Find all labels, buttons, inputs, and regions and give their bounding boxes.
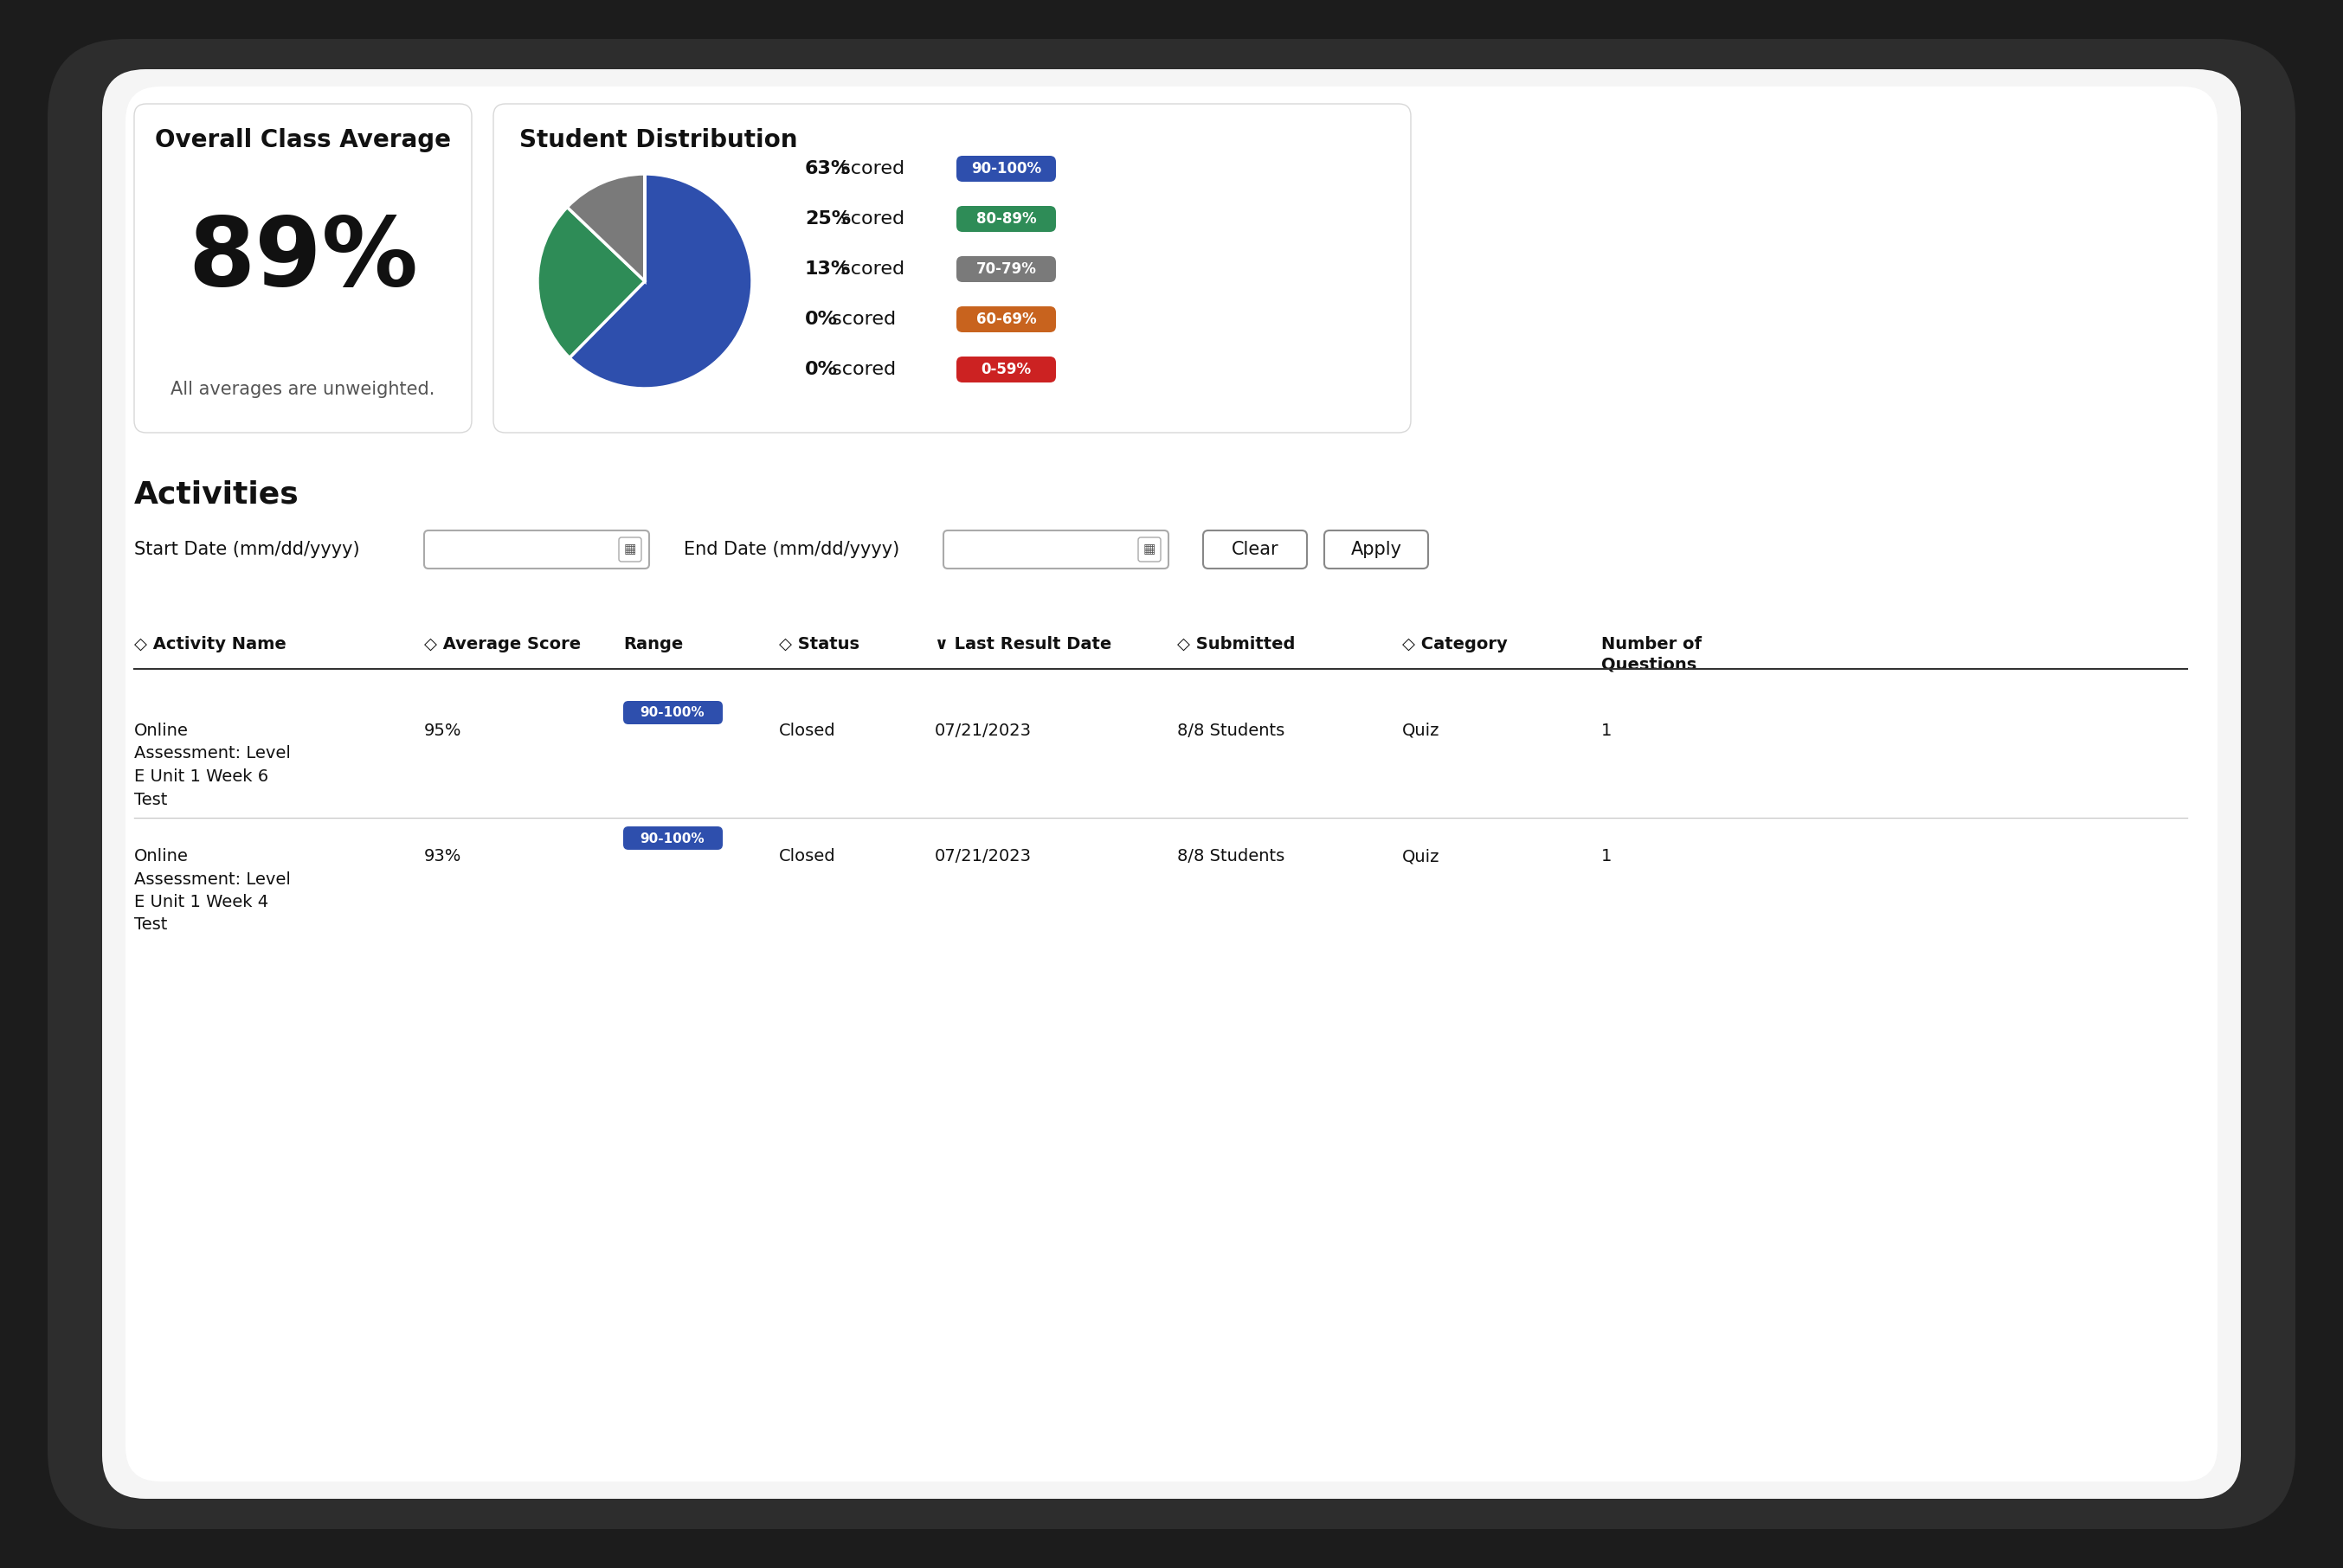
Text: Activities: Activities [134,480,300,510]
Text: Online
Assessment: Level
E Unit 1 Week 4
Test: Online Assessment: Level E Unit 1 Week 4… [134,848,291,933]
FancyBboxPatch shape [134,103,471,433]
Text: 0%: 0% [806,310,839,328]
FancyBboxPatch shape [956,356,1057,383]
Text: scored: scored [834,260,904,278]
Wedge shape [537,207,644,358]
Text: 90-100%: 90-100% [640,833,705,845]
Text: ∨ Last Result Date: ∨ Last Result Date [935,637,1111,652]
Text: 63%: 63% [806,160,851,177]
Text: scored: scored [825,310,895,328]
FancyBboxPatch shape [623,701,722,724]
FancyBboxPatch shape [956,256,1057,282]
Text: Number of
Questions: Number of Questions [1600,637,1701,673]
Text: 1: 1 [1600,723,1612,739]
Text: 8/8 Students: 8/8 Students [1176,848,1284,864]
Text: 1: 1 [1600,848,1612,864]
Text: 90-100%: 90-100% [640,707,705,720]
Text: Online
Assessment: Level
E Unit 1 Week 6
Test: Online Assessment: Level E Unit 1 Week 6… [134,723,291,808]
Text: 13%: 13% [806,260,851,278]
Text: ◇ Submitted: ◇ Submitted [1176,637,1296,652]
Text: All averages are unweighted.: All averages are unweighted. [171,381,436,398]
Text: Apply: Apply [1350,541,1401,558]
Text: Start Date (mm/dd/yyyy): Start Date (mm/dd/yyyy) [134,541,361,558]
Text: ◇ Average Score: ◇ Average Score [424,637,581,652]
FancyBboxPatch shape [424,530,649,569]
Text: 0%: 0% [806,361,839,378]
Text: 80-89%: 80-89% [977,212,1036,227]
Text: scored: scored [834,210,904,227]
Text: Overall Class Average: Overall Class Average [155,129,450,152]
Text: Closed: Closed [778,723,836,739]
Text: 70-79%: 70-79% [977,262,1036,278]
FancyBboxPatch shape [956,306,1057,332]
FancyBboxPatch shape [623,826,722,850]
Text: ◇ Activity Name: ◇ Activity Name [134,637,286,652]
FancyBboxPatch shape [956,155,1057,182]
Text: Clear: Clear [1232,541,1279,558]
Text: 07/21/2023: 07/21/2023 [935,723,1031,739]
Text: 07/21/2023: 07/21/2023 [935,848,1031,864]
Text: Closed: Closed [778,848,836,864]
FancyBboxPatch shape [47,39,2296,1529]
Text: 89%: 89% [187,213,417,306]
Text: Quiz: Quiz [1401,848,1441,864]
FancyBboxPatch shape [956,205,1057,232]
FancyBboxPatch shape [944,530,1169,569]
FancyBboxPatch shape [494,103,1410,433]
Text: Student Distribution: Student Distribution [520,129,797,152]
Wedge shape [567,174,644,281]
Text: ▦: ▦ [1143,543,1155,557]
Wedge shape [569,174,752,389]
FancyBboxPatch shape [619,538,642,561]
Text: ◇ Category: ◇ Category [1401,637,1507,652]
Text: Quiz: Quiz [1401,723,1441,739]
Text: 8/8 Students: 8/8 Students [1176,723,1284,739]
Text: 25%: 25% [806,210,851,227]
Text: 93%: 93% [424,848,462,864]
Text: 0-59%: 0-59% [982,362,1031,378]
FancyBboxPatch shape [103,69,2240,1499]
Text: scored: scored [825,361,895,378]
FancyBboxPatch shape [127,86,2216,1482]
FancyBboxPatch shape [1324,530,1429,569]
FancyBboxPatch shape [1139,538,1160,561]
Text: Range: Range [623,637,684,652]
Text: 60-69%: 60-69% [977,312,1036,328]
Text: scored: scored [834,160,904,177]
Text: End Date (mm/dd/yyyy): End Date (mm/dd/yyyy) [684,541,900,558]
Text: ◇ Status: ◇ Status [778,637,860,652]
Text: 90-100%: 90-100% [970,162,1040,177]
FancyBboxPatch shape [1202,530,1307,569]
Text: 95%: 95% [424,723,462,739]
Text: ▦: ▦ [623,543,637,557]
